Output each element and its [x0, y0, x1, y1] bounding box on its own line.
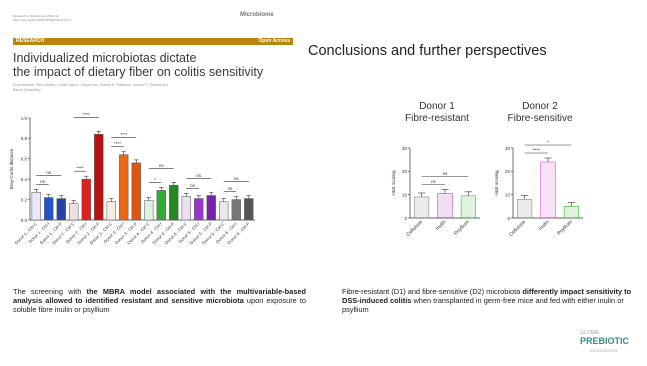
logo-line2: PREBIOTIC	[580, 336, 630, 346]
bar	[540, 161, 556, 219]
donor2-header: Donor 2 Fibre-sensitive	[495, 101, 585, 125]
y-axis-label: Bray-Curtis distance	[9, 148, 14, 189]
paper-meta: Research in Microbiome (2023) 11 https:/…	[13, 14, 293, 22]
bar	[460, 195, 476, 219]
bar	[31, 192, 41, 221]
bar	[156, 190, 166, 221]
bar	[219, 201, 229, 221]
significance-label: ****	[533, 148, 540, 153]
significance-label: ns	[196, 173, 202, 178]
significance-label: ns	[40, 179, 46, 184]
significance-label: ns	[190, 183, 196, 188]
bar	[244, 198, 254, 221]
donor1-he-chart: 0 10 20 30 H&E scoring Cellulose Inulin Psylliu…	[391, 146, 480, 238]
caption-right: Fibre-resistant (D1) and fibre-sensitive…	[342, 287, 638, 314]
y-tick-label: 0.6	[21, 157, 28, 162]
y-tick-label: 1.0	[21, 116, 28, 121]
significance-label: ****	[120, 132, 127, 137]
paper-authors: Erica Armetta, Mirco Bettini, Lucilla Vi…	[13, 83, 283, 93]
caption-left-bold: the MBRA model associated with the multi…	[13, 287, 306, 305]
y-tick-label: 30	[505, 146, 511, 151]
section-label: RESEARCH	[16, 38, 45, 44]
significance-label: ns	[228, 186, 234, 191]
category-label: Psyllium	[556, 219, 573, 236]
category-label: Cellulose	[508, 219, 527, 238]
bar	[517, 199, 533, 219]
caption-left-text2: upon exposure to soluble fibre inulin or…	[13, 296, 306, 314]
bar	[194, 198, 204, 221]
y-tick-label: 10	[402, 192, 408, 197]
caption-left: The screening with the MBRA model associ…	[13, 287, 306, 314]
donor1-line2: Fibre-resistant	[405, 113, 469, 124]
donor2-line2: Fibre-sensitive	[507, 113, 573, 124]
y-tick-label: 0.4	[21, 177, 28, 182]
donor2-he-chart: 0 10 20 30 H&E scoring Cellulose Inulin Psylliu…	[494, 140, 583, 238]
bar	[231, 199, 241, 221]
donor1-header: Donor 1 Fibre-resistant	[392, 101, 482, 125]
paper-meta-line2: https://doi.org/10.1186/s40168-023-01734…	[13, 18, 72, 22]
bar	[56, 198, 66, 221]
bar	[106, 201, 116, 221]
caption-left-text1: The screening with	[13, 287, 87, 296]
significance-label: *	[154, 177, 156, 182]
bar	[44, 197, 54, 221]
bar	[169, 185, 179, 221]
bar	[119, 154, 129, 221]
significance-label: ns	[443, 171, 449, 176]
y-tick-label: 20	[505, 169, 511, 174]
significance-label: ns	[46, 170, 52, 175]
y-tick-label: 0.8	[21, 136, 28, 141]
significance-label: *	[547, 140, 549, 145]
caption-right-text2: when transplanted in germ-free mice and …	[342, 296, 624, 314]
access-label: Open Access	[258, 38, 291, 44]
bar	[131, 162, 141, 221]
authors-line1: Erica Armetta, Mirco Bettini, Lucilla Vi…	[13, 83, 169, 87]
bar	[181, 196, 191, 221]
significance-label: ns	[234, 176, 240, 181]
y-tick-label: 30	[402, 146, 408, 151]
bar	[414, 196, 430, 219]
category-label: Inulin	[538, 219, 551, 232]
authors-line2: Benoit Chassaing	[13, 88, 41, 92]
logo-line3: ASSOCIATION	[590, 348, 617, 353]
y-tick-label: 0.2	[21, 197, 28, 202]
prebiotic-association-logo: GLOBAL PREBIOTIC ASSOCIATION	[580, 330, 630, 353]
donor2-line1: Donor 2	[522, 101, 558, 112]
bar	[69, 203, 79, 221]
y-tick-label: 0	[404, 216, 407, 221]
journal-name: Microbiome	[240, 12, 274, 18]
significance-label: ****	[83, 112, 90, 117]
significance-label: ****	[76, 166, 83, 171]
significance-label: ns	[431, 179, 437, 184]
caption-right-bold: differently impact sensitivity to DSS-in…	[342, 287, 632, 305]
bar	[144, 200, 154, 221]
paper-title-line1: Individualized microbiotas dictate	[13, 51, 197, 65]
donor1-line1: Donor 1	[419, 101, 455, 112]
bar	[563, 206, 579, 219]
y-tick-label: 0.0	[21, 218, 28, 223]
y-tick-label: 0	[507, 216, 510, 221]
logo-line1: GLOBAL	[580, 330, 600, 336]
caption-right-text1: Fibre-resistant (D1) and fibre-sensitive…	[342, 287, 523, 296]
significance-label: ns	[159, 163, 165, 168]
paper-title: Individualized microbiotas dictate the i…	[13, 51, 303, 79]
paper-meta-line1: Research in Microbiome (2023) 11	[13, 14, 59, 18]
bar	[206, 195, 216, 221]
bar	[81, 178, 91, 221]
category-label: Inulin	[435, 219, 448, 232]
y-axis-label: H&E scoring	[391, 170, 396, 196]
category-label: Psyllium	[453, 219, 470, 236]
research-bar: RESEARCH Open Access	[13, 38, 293, 45]
y-axis-label: H&E scoring	[494, 170, 499, 196]
significance-label: ****	[114, 141, 121, 146]
bar	[94, 134, 104, 221]
y-tick-label: 20	[402, 169, 408, 174]
y-tick-label: 10	[505, 192, 511, 197]
slide-title: Conclusions and further perspectives	[308, 43, 547, 59]
paper-title-line2: the impact of dietary fiber on colitis s…	[13, 65, 264, 79]
bar	[437, 193, 453, 219]
category-label: Cellulose	[405, 219, 424, 238]
